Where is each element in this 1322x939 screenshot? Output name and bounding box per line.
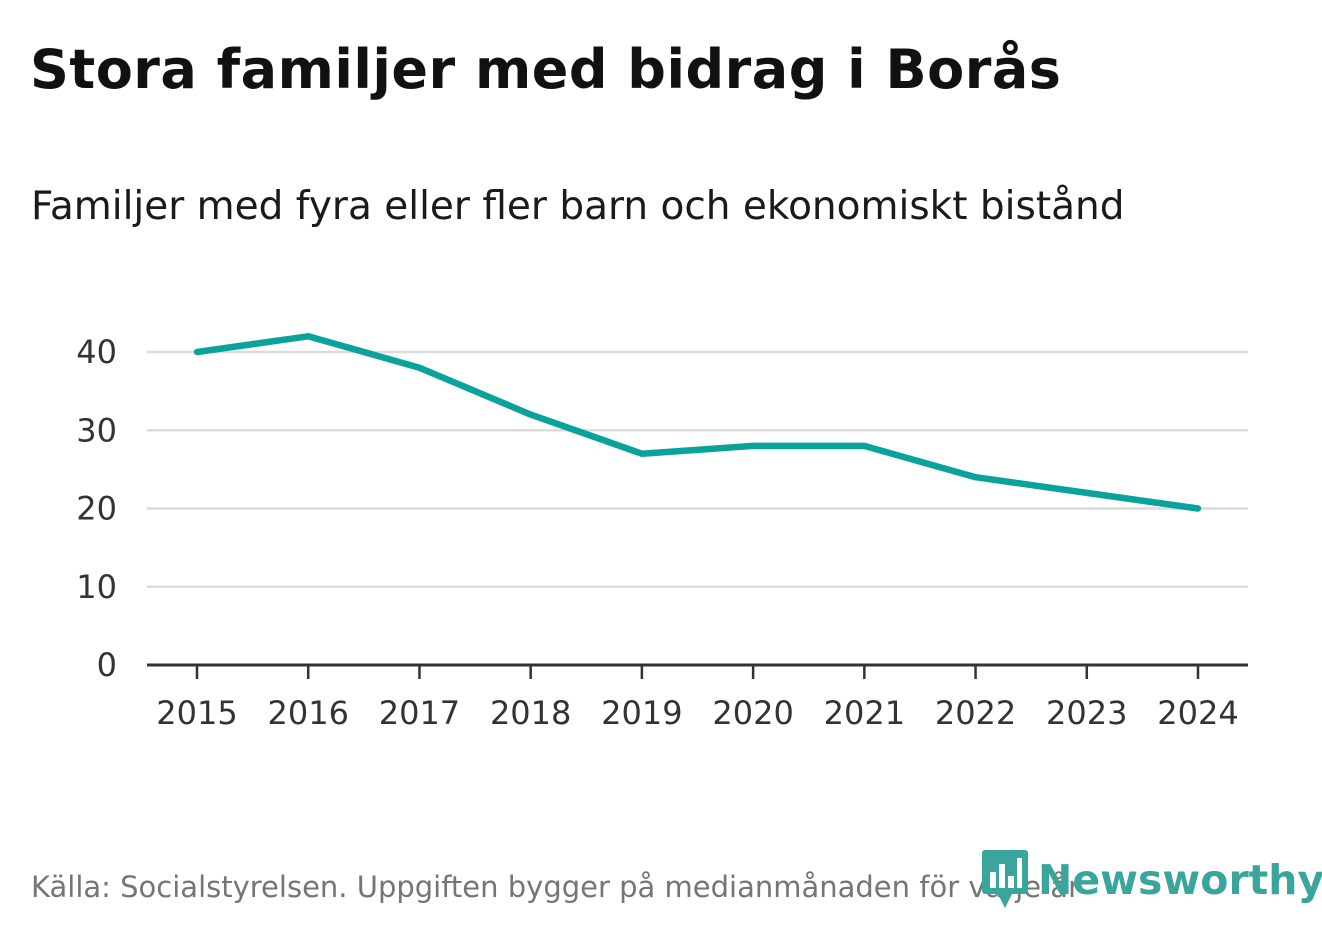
x-tick-label-2022: 2022: [935, 694, 1016, 732]
chart-title: Stora familjer med bidrag i Borås: [30, 38, 1062, 101]
data-point-2018: [527, 411, 534, 418]
newsworthy-logo-icon: [982, 850, 1028, 908]
brand-name: Newsworthy: [1038, 856, 1322, 904]
x-tick-label-2023: 2023: [1046, 694, 1127, 732]
x-tick-label-2018: 2018: [490, 694, 571, 732]
x-tick-label-2015: 2015: [156, 694, 237, 732]
x-tick-label-2021: 2021: [824, 694, 905, 732]
data-point-2017: [416, 364, 423, 371]
series-line-0: [196, 333, 1199, 512]
y-tick-label-30: 30: [76, 411, 117, 449]
source-note: Källa: Socialstyrelsen. Uppgiften bygger…: [31, 870, 1080, 904]
chart-subtitle: Familjer med fyra eller fler barn och ek…: [31, 184, 1125, 229]
data-point-2019: [638, 450, 646, 457]
y-tick-label-0: 0: [97, 646, 117, 684]
y-tick-label-20: 20: [76, 490, 117, 528]
x-tick-label-2017: 2017: [379, 694, 460, 732]
data-point-2020: [749, 442, 757, 450]
y-tick-label-40: 40: [76, 333, 117, 371]
data-point-2016: [305, 333, 312, 340]
y-tick-label-10: 10: [76, 568, 117, 606]
data-point-2022: [972, 474, 979, 481]
data-point-2023: [1083, 489, 1090, 497]
x-tick-label-2016: 2016: [268, 694, 349, 732]
x-tick-label-2020: 2020: [712, 694, 793, 732]
x-tick-label-2024: 2024: [1157, 694, 1238, 732]
data-point-2015: [193, 348, 201, 356]
data-point-2021: [861, 442, 868, 450]
data-point-2024: [1194, 505, 1202, 512]
x-tick-label-2019: 2019: [601, 694, 682, 732]
newsworthy-brand: Newsworthy: [982, 850, 1322, 910]
